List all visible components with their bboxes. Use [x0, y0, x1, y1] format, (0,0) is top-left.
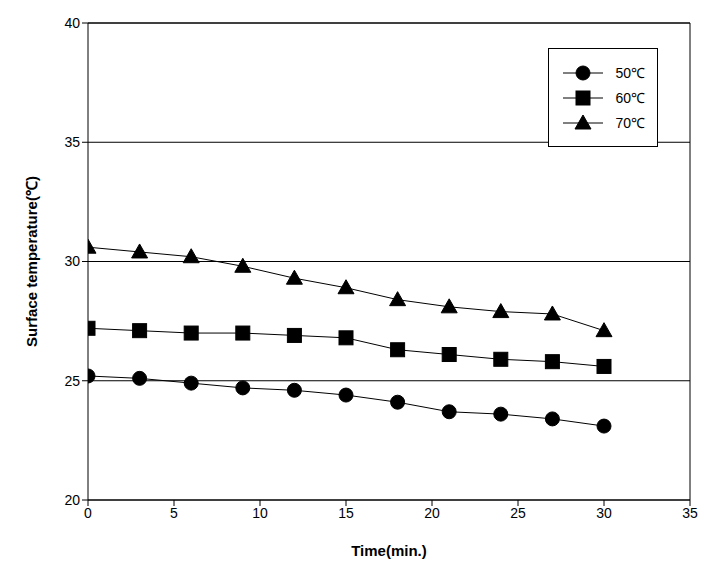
html-text:60℃: 60℃	[615, 90, 645, 106]
svg-text:35: 35	[682, 505, 698, 521]
svg-text:20: 20	[64, 492, 80, 508]
svg-text:25: 25	[64, 373, 80, 389]
svg-text:0: 0	[84, 505, 92, 521]
html-text:70℃: 70℃	[615, 115, 645, 131]
svg-text:40: 40	[64, 15, 80, 31]
svg-text:Time(min.): Time(min.)	[351, 542, 427, 559]
svg-text:30: 30	[596, 505, 612, 521]
svg-text:5: 5	[170, 505, 178, 521]
svg-text:30: 30	[64, 253, 80, 269]
svg-text:20: 20	[424, 505, 440, 521]
svg-text:15: 15	[338, 505, 354, 521]
svg-text:10: 10	[252, 505, 268, 521]
html-text:50℃: 50℃	[615, 65, 645, 81]
svg-text:25: 25	[510, 505, 526, 521]
svg-text:35: 35	[64, 134, 80, 150]
svg-text:Surface temperature(℃): Surface temperature(℃)	[23, 176, 40, 347]
